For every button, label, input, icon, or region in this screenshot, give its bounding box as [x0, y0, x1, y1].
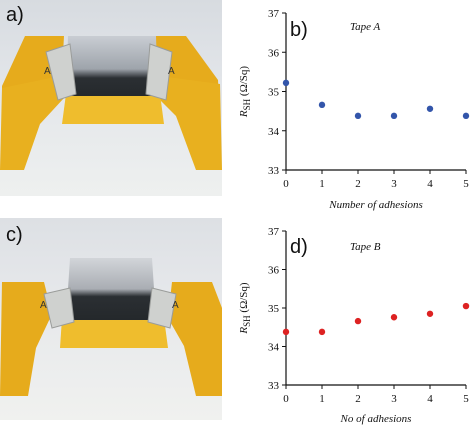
- y-tick-label: 35: [268, 87, 280, 99]
- y-tick-label: 37: [268, 226, 280, 238]
- data-point: [354, 317, 362, 325]
- tape-strip-right: [168, 282, 222, 396]
- photo-marker-right: A: [172, 300, 179, 311]
- metal-clip-left: [45, 43, 77, 101]
- y-tick-label: 36: [268, 265, 280, 277]
- y-tick-label: 33: [268, 165, 280, 177]
- x-tick-label: 1: [319, 178, 325, 190]
- x-tick-label: 0: [283, 393, 289, 405]
- data-point: [390, 314, 398, 321]
- y-tick-label: 34: [268, 126, 280, 138]
- x-tick-label: 3: [391, 393, 397, 405]
- data-point: [426, 310, 434, 317]
- x-tick-label: 5: [463, 178, 469, 190]
- tape-strip-center: [62, 94, 164, 124]
- data-point: [354, 112, 362, 120]
- photo-marker-left: A: [44, 66, 51, 77]
- y-axis-label: RSH (Ω/Sq): [238, 66, 252, 119]
- x-axis-label: Number of adhesions: [328, 199, 423, 211]
- y-tick-label: 36: [268, 47, 280, 59]
- x-tick-label: 5: [463, 393, 469, 405]
- x-tick-label: 4: [427, 393, 433, 405]
- x-tick-label: 2: [355, 178, 361, 190]
- panel-label-d: d): [290, 236, 308, 258]
- data-point: [282, 79, 290, 87]
- tape-strip-right-lower: [158, 76, 222, 170]
- x-axis-label: No of adhesions: [340, 413, 412, 425]
- conductive-film: [66, 258, 156, 320]
- x-tick-label: 3: [391, 178, 397, 190]
- x-tick-label: 4: [427, 178, 433, 190]
- photo-marker-right: A: [168, 66, 175, 77]
- data-point: [318, 101, 326, 109]
- panel-label-c: c): [6, 224, 23, 246]
- tape-strip-center: [60, 318, 168, 348]
- data-point: [462, 302, 470, 310]
- series-annotation: Tape A: [350, 21, 381, 33]
- y-tick-label: 37: [268, 8, 280, 20]
- data-point: [462, 112, 470, 120]
- y-axis-label: RSH (Ω/Sq): [238, 282, 252, 335]
- series-annotation: Tape B: [350, 241, 381, 253]
- metal-clip-right: [147, 287, 177, 329]
- data-point: [282, 328, 290, 336]
- metal-clip-right: [145, 43, 173, 101]
- tape-strip-left-lower: [0, 76, 64, 170]
- x-tick-label: 0: [283, 178, 289, 190]
- photo-tape-b-illustration: A A: [0, 218, 222, 420]
- y-tick-label: 35: [268, 303, 280, 315]
- panel-label-a: a): [6, 4, 24, 26]
- photo-tape-a: A A: [0, 0, 222, 196]
- y-tick-label: 34: [268, 342, 280, 354]
- photo-tape-a-illustration: A A: [0, 0, 222, 196]
- x-tick-label: 2: [355, 393, 361, 405]
- data-point: [318, 328, 326, 336]
- x-tick-label: 1: [319, 393, 325, 405]
- photo-tape-b: A A: [0, 218, 222, 420]
- conductive-film: [66, 36, 158, 96]
- data-point: [426, 105, 434, 112]
- panel-label-b: b): [290, 19, 308, 41]
- photo-marker-left: A: [40, 300, 47, 311]
- y-tick-label: 33: [268, 380, 280, 392]
- data-point: [390, 112, 398, 120]
- tape-strip-left: [0, 282, 52, 396]
- metal-clip-left: [43, 287, 75, 329]
